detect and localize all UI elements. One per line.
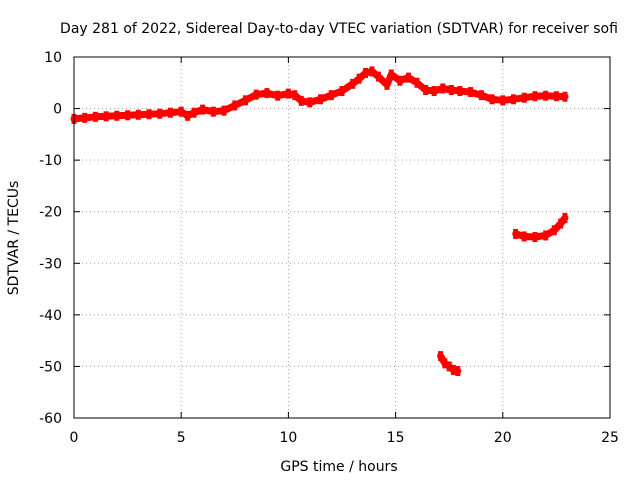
x-tick-label: 5	[177, 430, 186, 446]
grid-lines	[74, 57, 610, 418]
plot-frame	[73, 56, 611, 419]
x-tick-label: 0	[70, 430, 79, 446]
data-point	[468, 87, 474, 98]
data-point	[369, 66, 375, 77]
data-point	[532, 231, 538, 242]
axis-ticks	[73, 56, 611, 419]
data-point	[553, 91, 559, 102]
data-point	[350, 78, 356, 89]
data-point	[356, 73, 362, 84]
data-point	[438, 351, 444, 362]
y-tick-label: 10	[44, 50, 62, 66]
data-point	[446, 361, 452, 372]
data-point	[551, 225, 557, 236]
data-point	[243, 95, 249, 106]
data-point	[292, 90, 298, 101]
data-point	[532, 91, 538, 102]
data-point	[264, 88, 270, 99]
series-segment-near-17.2h	[437, 351, 462, 377]
data-point	[521, 92, 527, 103]
x-tick-label: 10	[279, 430, 297, 446]
data-point	[135, 109, 141, 120]
y-axis-label: SDTVAR / TECUs	[6, 181, 22, 296]
x-tick-label: 20	[494, 430, 512, 446]
x-tick-label: 25	[601, 430, 619, 446]
data-point	[157, 108, 163, 119]
data-point	[457, 86, 463, 97]
data-point	[185, 110, 191, 121]
data-point	[375, 71, 381, 82]
data-point	[221, 105, 227, 116]
data-point	[318, 94, 324, 105]
data-point	[388, 69, 394, 80]
data-point	[232, 100, 238, 111]
data-point	[328, 90, 334, 101]
data-point	[210, 106, 216, 117]
x-tick-label: 15	[387, 430, 405, 446]
data-point	[543, 90, 549, 101]
data-point	[423, 85, 429, 96]
data-point	[440, 83, 446, 94]
data-point	[339, 86, 345, 97]
series-main-trace	[70, 66, 569, 124]
y-tick-label: -10	[39, 153, 62, 169]
data-point	[191, 107, 197, 118]
tick-labels: 0 5 10 15 20 25 10 0 -10 -20 -30 -40 -50 -60	[39, 50, 619, 446]
data-point	[414, 77, 420, 88]
data-point	[298, 95, 304, 106]
data-point	[275, 90, 281, 101]
data-point	[146, 109, 152, 120]
data-point	[200, 104, 206, 115]
series-segment-near-20.6h	[512, 212, 569, 242]
y-tick-label: -50	[39, 359, 62, 375]
data-point	[253, 89, 259, 100]
data-point	[511, 94, 517, 105]
data-point	[285, 88, 291, 99]
data-point	[448, 85, 454, 96]
y-tick-label: 0	[53, 102, 62, 118]
data-point	[558, 218, 564, 229]
data-point	[307, 97, 313, 108]
data-point	[478, 90, 484, 101]
data-point	[363, 67, 369, 78]
data-point	[562, 91, 568, 102]
y-tick-label: -60	[39, 411, 62, 427]
data-point	[125, 110, 131, 121]
data-point	[405, 72, 411, 83]
data-point	[513, 228, 519, 239]
data-point	[500, 95, 506, 106]
data-point	[543, 230, 549, 241]
data-point	[178, 106, 184, 117]
data-point	[521, 231, 527, 242]
data-point	[384, 79, 390, 90]
data-point	[397, 75, 403, 86]
data-point	[82, 112, 88, 123]
y-tick-label: -40	[39, 308, 62, 324]
data-point	[92, 111, 98, 122]
data-point	[450, 365, 456, 376]
data-point	[455, 366, 461, 377]
data-layer	[70, 66, 569, 377]
data-point	[114, 110, 120, 121]
x-axis-label: GPS time / hours	[280, 459, 397, 475]
data-point	[442, 358, 448, 369]
y-tick-label: -30	[39, 256, 62, 272]
y-tick-label: -20	[39, 205, 62, 221]
data-point	[489, 94, 495, 105]
chart-title: Day 281 of 2022, Sidereal Day-to-day VTE…	[60, 21, 618, 37]
data-point	[562, 212, 568, 223]
data-point	[103, 111, 109, 122]
data-point	[431, 86, 437, 97]
data-point	[167, 107, 173, 118]
